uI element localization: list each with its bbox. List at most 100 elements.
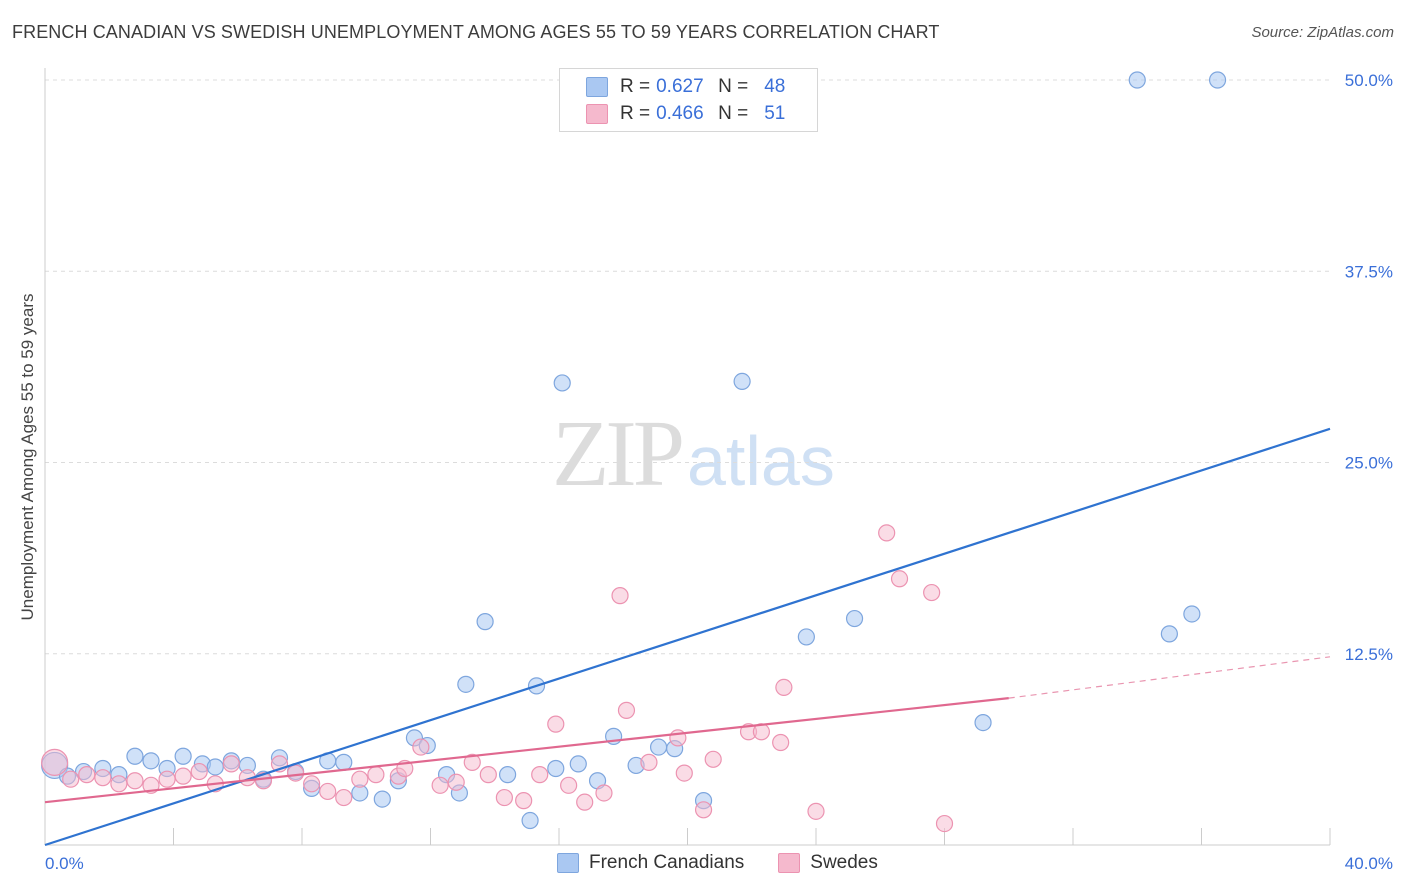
series-swatch-blue [557, 853, 579, 873]
swedes-point [807, 802, 825, 820]
swedes-point [174, 767, 192, 785]
swedes-point [531, 766, 549, 784]
trendline-swedes-extension [1008, 656, 1331, 699]
swedes-point [463, 753, 481, 771]
french-canadians-point [1160, 625, 1178, 643]
legend-r-label: R = [620, 76, 651, 97]
swedes-point [158, 770, 176, 788]
swedes-point [923, 583, 941, 602]
swedes-point [675, 764, 693, 782]
y-tick-label: 25.0% [1345, 454, 1393, 473]
swedes-point [704, 750, 722, 768]
french-canadians-point [457, 675, 475, 693]
french-canadians-point [373, 790, 391, 808]
swedes-point [547, 715, 565, 733]
french-canadians-point [476, 613, 494, 631]
y-axis-label: Unemployment Among Ages 55 to 59 years [18, 293, 37, 621]
series-label: French Canadians [589, 852, 745, 873]
french-canadians-point [206, 758, 224, 776]
swedes-point [110, 775, 128, 793]
swedes-point [412, 738, 430, 756]
swedes-point [694, 801, 713, 819]
swedes-point [611, 587, 629, 605]
swedes-point [640, 753, 658, 771]
french-canadians-point [547, 759, 565, 778]
french-canadians-point [126, 747, 144, 765]
legend-n-label: N = [718, 76, 749, 97]
swedes-point [479, 766, 497, 784]
swedes-point [62, 770, 80, 788]
french-canadians-point [845, 609, 864, 628]
y-tick-label: 37.5% [1345, 262, 1393, 281]
legend-r-value: 0.466 [656, 103, 704, 124]
legend-row-swedes: R = 0.466 N = 51 [586, 101, 785, 127]
french-canadians-point [1183, 605, 1201, 623]
swedes-point [303, 775, 321, 793]
swedes-point [94, 769, 112, 787]
swedes-point [41, 748, 69, 776]
legend-swatch-pink [586, 104, 608, 124]
watermark: ZIPatlas [552, 400, 835, 508]
swedes-point [78, 766, 96, 784]
french-canadians-point [499, 766, 517, 784]
french-canadians-point [174, 747, 192, 765]
watermark-zip: ZIP [552, 402, 685, 506]
series-label: Swedes [810, 852, 878, 873]
series-legend-item-swedes: Swedes [778, 852, 878, 874]
legend-r-value: 0.627 [656, 76, 704, 97]
swedes-point [617, 701, 636, 719]
x-tick-label: 40.0% [1345, 854, 1393, 873]
swedes-point [254, 772, 273, 790]
swedes-point [515, 792, 533, 810]
swedes-point [878, 524, 896, 542]
french-canadians-point [569, 755, 587, 773]
legend-row-french-canadians: R = 0.627 N = 48 [586, 74, 785, 100]
french-canadians-point [553, 374, 571, 392]
series-swatch-pink [778, 853, 801, 873]
french-canadians-point [335, 753, 353, 771]
swedes-point [935, 814, 954, 833]
swedes-point [495, 788, 513, 807]
swedes-point [775, 678, 793, 697]
french-canadians-point [521, 811, 539, 830]
swedes-point [772, 733, 790, 752]
swedes-point [367, 766, 385, 784]
swedes-point [595, 784, 613, 802]
legend-n-value: 51 [764, 103, 786, 124]
french-canadians-point [974, 713, 992, 732]
trendline-french-canadians [44, 427, 1331, 847]
watermark-atlas: atlas [687, 422, 835, 500]
swedes-point [351, 770, 369, 788]
series-legend-item-french-canadians: French Canadians [557, 852, 744, 874]
swedes-point [890, 570, 909, 588]
y-tick-label: 50.0% [1345, 71, 1393, 90]
french-canadians-point [1128, 71, 1146, 89]
legend-n-value: 48 [764, 76, 786, 97]
swedes-point [576, 793, 594, 811]
correlation-legend: R = 0.627 N = 48 R = 0.466 N = 51 [559, 68, 818, 132]
y-tick-label: 12.5% [1345, 645, 1393, 664]
legend-swatch-blue [586, 77, 608, 97]
french-canadians-point [733, 372, 751, 391]
swedes-point [126, 772, 144, 790]
swedes-point [222, 755, 240, 773]
swedes-point [560, 776, 578, 794]
french-canadians-point [649, 738, 668, 756]
x-tick-label: 0.0% [45, 854, 84, 873]
chart-title: FRENCH CANADIAN VS SWEDISH UNEMPLOYMENT … [12, 22, 940, 42]
legend-r-label: R = [620, 103, 651, 124]
swedes-point [286, 764, 305, 782]
french-canadians-point [142, 752, 160, 770]
source-label: Source: ZipAtlas.com [1251, 24, 1394, 41]
swedes-point [335, 788, 353, 807]
series-legend: French Canadians Swedes [557, 852, 912, 874]
trendline-swedes [44, 697, 1009, 804]
french-canadians-point [1208, 71, 1227, 89]
legend-n-label: N = [718, 103, 749, 124]
french-canadians-point [797, 628, 815, 646]
swedes-point [431, 776, 449, 794]
swedes-point [190, 762, 208, 781]
swedes-point [319, 782, 337, 801]
swedes-point [447, 773, 465, 791]
